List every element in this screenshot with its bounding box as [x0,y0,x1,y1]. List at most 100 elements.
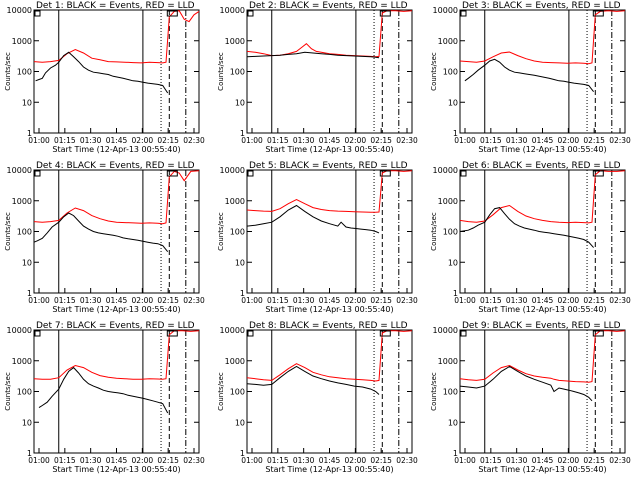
x-tick-label: 01:45 [319,136,341,145]
x-tick-label: 01:15 [267,136,289,145]
y-tick-label: 1000 [12,197,32,206]
x-tick-label: 02:30 [396,296,418,305]
panel-4: Det 4: BLACK = Events, RED = LLD Counts/s… [4,161,205,314]
x-axis-label: Start Time (12-Apr-13 00:55:40) [478,305,606,314]
x-tick-label: 01:15 [54,296,76,305]
chart-title: Det 3: BLACK = Events, RED = LLD [462,1,621,11]
y-tick-label: 100 [230,388,245,397]
series-red [33,170,200,225]
x-tick-label: 01:30 [293,296,315,305]
series-black [246,365,380,395]
x-tick-label: 01:45 [319,296,341,305]
x-tick-label: 02:00 [132,456,154,465]
chart-title: Det 7: BLACK = Events, RED = LLD [36,321,195,331]
y-tick-label: 10 [448,258,458,267]
x-tick-label: 01:45 [106,296,128,305]
x-tick-label: 01:00 [241,136,263,145]
corner-box [460,170,467,177]
series-black [35,51,169,94]
x-tick-label: 01:15 [480,136,502,145]
corner-box [34,10,41,17]
y-tick-label: 10000 [220,166,245,175]
corner-box [379,330,391,337]
x-tick-label: 02:30 [183,136,205,145]
x-tick-label: 02:15 [157,136,179,145]
y-tick-label: 10 [448,418,458,427]
chart-title: Det 6: BLACK = Events, RED = LLD [462,161,621,171]
y-axis-label: Counts/sec [4,212,12,251]
x-tick-label: 01:00 [28,456,50,465]
x-tick-label: 02:15 [157,296,179,305]
y-tick-label: 1 [27,129,32,138]
x-tick-label: 02:00 [345,296,367,305]
y-tick-label: 10 [235,98,245,107]
y-axis-label: Counts/sec [4,372,12,411]
y-tick-label: 100 [443,68,458,77]
x-tick-label: 02:15 [370,136,392,145]
x-tick-label: 02:30 [609,296,631,305]
x-tick-label: 01:15 [267,456,289,465]
x-tick-label: 02:00 [558,136,580,145]
y-axis-label: Counts/sec [217,52,225,91]
y-axis-label: Counts/sec [4,52,12,91]
x-tick-label: 01:30 [80,296,102,305]
y-tick-label: 100 [443,388,458,397]
x-tick-label: 02:30 [183,456,205,465]
chart-title: Det 4: BLACK = Events, RED = LLD [36,161,195,171]
x-tick-label: 01:45 [532,456,554,465]
panel-9: Det 9: BLACK = Events, RED = LLD Counts/s… [430,321,631,474]
y-axis-label: Counts/sec [430,212,438,251]
y-tick-label: 1000 [225,357,245,366]
chart-title: Det 9: BLACK = Events, RED = LLD [462,321,621,331]
panel-8: Det 8: BLACK = Events, RED = LLD Counts/s… [217,321,418,474]
corner-box [34,330,41,337]
x-axis-label: Start Time (12-Apr-13 00:55:40) [265,465,393,474]
x-tick-label: 01:00 [454,296,476,305]
y-axis-label: Counts/sec [217,372,225,411]
x-tick-label: 01:30 [506,296,528,305]
x-tick-label: 02:00 [132,136,154,145]
y-tick-label: 1000 [12,37,32,46]
series-red [246,170,413,213]
y-tick-label: 10000 [433,6,458,15]
x-axis-label: Start Time (12-Apr-13 00:55:40) [265,305,393,314]
corner-box [379,10,391,17]
y-tick-label: 10000 [7,166,32,175]
y-tick-label: 1000 [438,197,458,206]
series-black [246,51,380,59]
y-tick-label: 1 [27,289,32,298]
series-red [246,330,413,382]
x-tick-label: 02:30 [609,136,631,145]
corner-box [592,10,604,17]
corner-box [247,330,254,337]
x-axis-label: Start Time (12-Apr-13 00:55:40) [265,145,393,154]
corner-box [247,170,254,177]
x-tick-label: 01:00 [241,456,263,465]
panel-3: Det 3: BLACK = Events, RED = LLD Counts/s… [430,1,631,154]
corner-box [166,10,178,17]
y-axis-label: Counts/sec [217,212,225,251]
x-tick-label: 01:45 [106,456,128,465]
y-tick-label: 1 [27,449,32,458]
x-tick-label: 01:30 [293,136,315,145]
series-red [459,330,626,383]
x-tick-label: 02:30 [396,136,418,145]
y-tick-label: 1000 [438,37,458,46]
x-tick-label: 01:15 [54,136,76,145]
x-tick-label: 01:30 [80,136,102,145]
y-axis-label: Counts/sec [430,372,438,411]
series-black [464,58,594,93]
panel-2: Det 2: BLACK = Events, RED = LLD Counts/s… [217,1,418,154]
x-tick-label: 02:30 [183,296,205,305]
y-tick-label: 1 [240,289,245,298]
y-tick-label: 100 [17,68,32,77]
x-axis-label: Start Time (12-Apr-13 00:55:40) [52,465,180,474]
corner-box [379,170,391,177]
x-tick-label: 01:15 [480,296,502,305]
y-tick-label: 10000 [220,326,245,335]
series-red [459,170,626,224]
corner-box [166,170,178,177]
y-tick-label: 10 [448,98,458,107]
series-red [459,10,626,65]
x-tick-label: 01:00 [28,296,50,305]
